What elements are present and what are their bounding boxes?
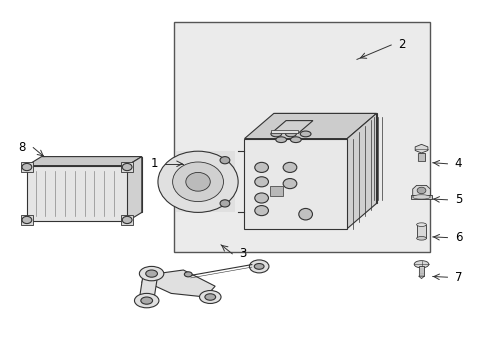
Ellipse shape <box>285 131 296 137</box>
Ellipse shape <box>249 260 268 273</box>
Polygon shape <box>21 215 33 225</box>
Ellipse shape <box>204 294 215 300</box>
Polygon shape <box>273 113 376 203</box>
Polygon shape <box>244 113 376 139</box>
Polygon shape <box>346 113 376 229</box>
Ellipse shape <box>283 162 296 172</box>
Ellipse shape <box>300 131 310 137</box>
Ellipse shape <box>254 162 268 172</box>
Polygon shape <box>21 162 33 172</box>
Bar <box>417 153 424 161</box>
Polygon shape <box>414 144 427 153</box>
Bar <box>27 166 127 221</box>
Ellipse shape <box>416 223 426 226</box>
Text: 4: 4 <box>454 157 461 170</box>
Ellipse shape <box>220 200 229 207</box>
Polygon shape <box>176 151 234 212</box>
Ellipse shape <box>416 187 425 194</box>
Ellipse shape <box>139 266 163 281</box>
Ellipse shape <box>298 208 312 220</box>
Polygon shape <box>121 162 133 172</box>
Ellipse shape <box>412 195 429 199</box>
Text: 7: 7 <box>454 271 461 284</box>
Bar <box>410 195 431 199</box>
Text: 5: 5 <box>454 193 461 206</box>
Ellipse shape <box>220 157 229 164</box>
Ellipse shape <box>254 177 268 187</box>
Bar <box>173 22 429 252</box>
Polygon shape <box>271 130 298 133</box>
Polygon shape <box>139 274 158 299</box>
Bar <box>418 266 424 276</box>
Ellipse shape <box>275 137 286 143</box>
Ellipse shape <box>22 163 32 171</box>
Ellipse shape <box>185 172 210 191</box>
Ellipse shape <box>254 264 264 269</box>
Ellipse shape <box>134 293 159 308</box>
Bar <box>270 186 282 196</box>
Ellipse shape <box>290 137 301 143</box>
Polygon shape <box>121 215 133 225</box>
Text: 3: 3 <box>239 247 246 260</box>
Ellipse shape <box>141 297 152 304</box>
Polygon shape <box>271 121 312 133</box>
Ellipse shape <box>254 206 268 216</box>
Ellipse shape <box>122 216 132 224</box>
Ellipse shape <box>22 216 32 224</box>
Polygon shape <box>142 270 215 297</box>
Ellipse shape <box>283 179 296 189</box>
Text: 2: 2 <box>398 39 405 51</box>
Bar <box>416 225 426 238</box>
Text: 1: 1 <box>150 157 158 170</box>
Ellipse shape <box>413 261 428 268</box>
Polygon shape <box>41 157 142 212</box>
Ellipse shape <box>254 193 268 203</box>
Polygon shape <box>127 157 142 221</box>
Ellipse shape <box>199 291 221 303</box>
Text: 6: 6 <box>454 231 461 244</box>
Bar <box>244 139 346 229</box>
Ellipse shape <box>270 131 281 137</box>
Ellipse shape <box>184 272 192 277</box>
Ellipse shape <box>145 270 157 277</box>
Text: 8: 8 <box>19 141 26 154</box>
Polygon shape <box>412 185 429 195</box>
Polygon shape <box>418 276 424 279</box>
Polygon shape <box>27 157 142 166</box>
Ellipse shape <box>416 237 426 240</box>
Ellipse shape <box>172 162 223 202</box>
Ellipse shape <box>158 151 238 212</box>
Ellipse shape <box>122 163 132 171</box>
